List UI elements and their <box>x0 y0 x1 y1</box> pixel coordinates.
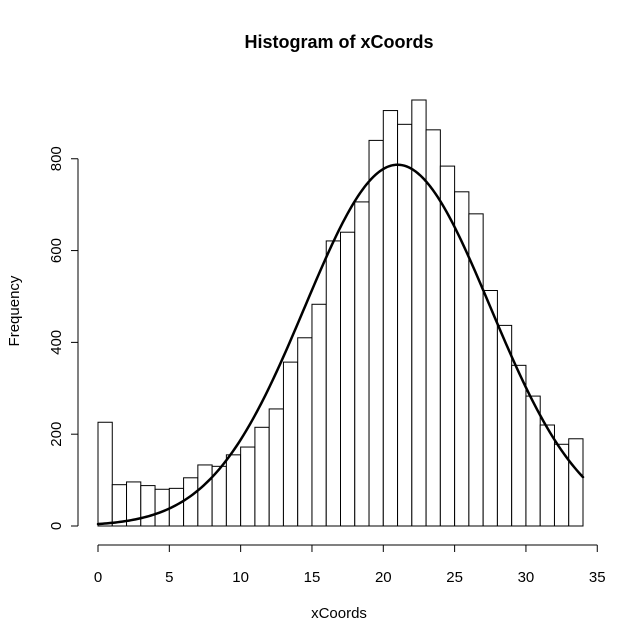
x-tick-label: 35 <box>589 569 606 586</box>
histogram-bar <box>382 110 399 527</box>
chart-title: Histogram of xCoords <box>244 32 433 52</box>
x-tick-label: 5 <box>165 569 173 586</box>
y-tick-label: 0 <box>48 522 65 530</box>
histogram-bar <box>368 139 384 527</box>
histogram-bar <box>197 464 213 527</box>
histogram-bar <box>282 361 299 527</box>
x-tick-label: 0 <box>94 569 102 586</box>
histogram-bar <box>140 485 156 527</box>
histogram-bar <box>297 337 313 527</box>
x-tick-label: 15 <box>304 569 321 586</box>
histogram-bar <box>240 446 256 527</box>
y-axis: 0 200 400 600 800 <box>48 146 79 530</box>
x-tick-label: 25 <box>446 569 463 586</box>
histogram-bar <box>340 231 356 527</box>
y-tick-label: 400 <box>48 330 65 355</box>
histogram-bar <box>325 240 341 527</box>
density-curve <box>96 163 585 526</box>
x-tick-label: 10 <box>232 569 249 586</box>
histogram-bar <box>97 421 113 527</box>
y-tick-label: 200 <box>48 422 65 447</box>
x-axis: 0 5 10 15 20 25 30 35 <box>94 544 606 586</box>
histogram-bar <box>568 438 584 527</box>
histogram-bar <box>354 201 370 527</box>
histogram-bar <box>268 408 284 527</box>
histogram-bar <box>482 290 498 527</box>
histogram-bar <box>439 165 456 527</box>
y-tick-label: 600 <box>48 238 65 263</box>
x-tick-label: 20 <box>375 569 392 586</box>
histogram-bar <box>183 477 199 527</box>
y-axis-label: Frequency <box>6 275 23 346</box>
histogram-bar <box>311 303 327 527</box>
histogram-bar <box>411 99 427 527</box>
histogram-bar <box>397 123 413 527</box>
y-tick-label: 800 <box>48 146 65 171</box>
histogram-bar <box>496 324 513 527</box>
histogram-bar <box>225 454 242 527</box>
histogram-bar <box>539 424 555 527</box>
histogram-bar <box>525 395 541 527</box>
histogram-bar <box>111 484 128 527</box>
histogram-bar <box>154 488 170 527</box>
curve-layer <box>96 163 585 526</box>
x-axis-label: xCoords <box>311 605 367 622</box>
bars-layer <box>97 99 584 527</box>
histogram-bar <box>254 426 270 527</box>
x-tick-label: 30 <box>518 569 535 586</box>
histogram-bar <box>511 364 527 527</box>
